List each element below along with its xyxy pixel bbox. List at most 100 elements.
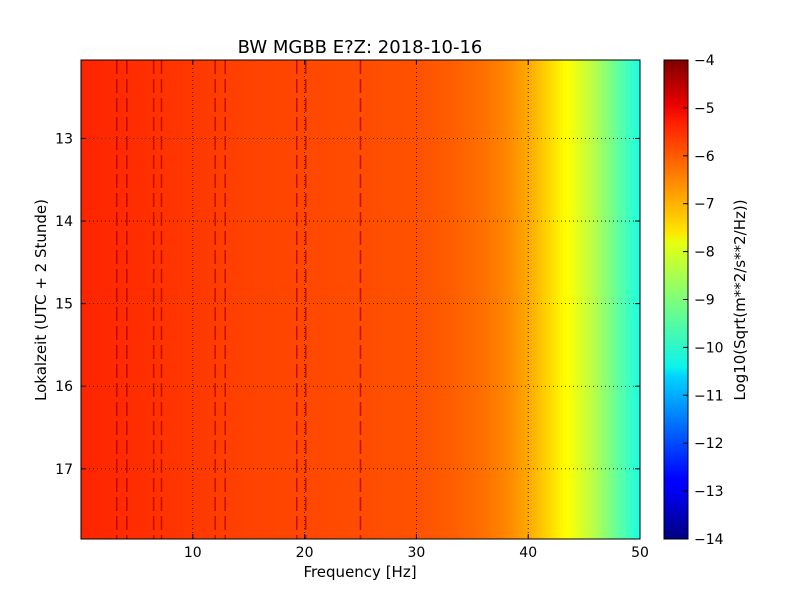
heatmap-column xyxy=(517,60,522,539)
heatmap-column xyxy=(241,60,246,539)
heatmap-column xyxy=(475,60,480,539)
heatmap-column xyxy=(377,60,383,539)
heatmap-column xyxy=(143,60,148,539)
heatmap-column xyxy=(545,60,550,539)
heatmap-column xyxy=(486,60,491,539)
heatmap-column xyxy=(350,60,355,539)
heatmap-column xyxy=(339,60,344,539)
heatmap-column xyxy=(108,60,114,539)
heatmap-column xyxy=(570,60,575,539)
heatmap-column xyxy=(615,60,620,539)
heatmap-columns xyxy=(81,60,640,539)
heatmap-column xyxy=(259,60,264,539)
heatmap-column xyxy=(605,60,610,539)
heatmap-column xyxy=(266,60,271,539)
heatmap-column xyxy=(283,60,288,539)
heatmap-column xyxy=(395,60,400,539)
heatmap-column xyxy=(346,60,351,539)
heatmap-column xyxy=(311,60,316,539)
heatmap-column xyxy=(322,60,327,539)
heatmap-column xyxy=(122,60,128,539)
heatmap-column xyxy=(140,60,145,539)
colorbar-tick-label: −10 xyxy=(694,340,724,356)
heatmap-column xyxy=(91,60,96,539)
heatmap-column xyxy=(227,60,232,539)
heatmap-column xyxy=(336,60,341,539)
heatmap-column xyxy=(577,60,582,539)
heatmap-column xyxy=(430,60,435,539)
heatmap-column xyxy=(343,60,348,539)
heatmap-column xyxy=(168,60,173,539)
heatmap-column xyxy=(381,60,386,539)
heatmap-column xyxy=(262,60,267,539)
heatmap-column xyxy=(367,60,372,539)
heatmap-column xyxy=(157,60,162,539)
heatmap-column xyxy=(419,60,424,539)
heatmap-column xyxy=(231,60,236,539)
heatmap-column xyxy=(542,60,547,539)
y-axis-label: Lokalzeit (UTC + 2 Stunde) xyxy=(32,199,50,401)
heatmap-column xyxy=(591,60,596,539)
heatmap-column xyxy=(220,60,225,539)
heatmap-column xyxy=(451,60,456,539)
heatmap-column xyxy=(524,60,529,539)
heatmap-column xyxy=(360,60,365,539)
heatmap-column xyxy=(210,60,215,539)
heatmap-column xyxy=(479,60,484,539)
colorbar-tick-label: −9 xyxy=(694,293,715,309)
heatmap-column xyxy=(510,60,515,539)
heatmap-column xyxy=(164,60,169,539)
heatmap-column xyxy=(136,60,141,539)
x-tick-label: 20 xyxy=(296,545,314,561)
x-tick-label: 10 xyxy=(184,545,202,561)
y-axis-ticks: 13 14 15 16 17 xyxy=(55,131,640,478)
heatmap-column xyxy=(171,60,176,539)
heatmap-column xyxy=(528,60,533,539)
colorbar-ticks: −4 −5 −6 −7 −8 −9 −10 −11 −12 −13 −14 xyxy=(683,53,724,548)
heatmap-column xyxy=(584,60,589,539)
heatmap-column xyxy=(105,60,110,539)
heatmap-column xyxy=(423,60,428,539)
heatmap-column xyxy=(496,60,501,539)
heatmap-column xyxy=(126,60,131,539)
heatmap-column xyxy=(175,60,180,539)
heatmap-column xyxy=(363,60,369,539)
heatmap-column xyxy=(531,60,536,539)
heatmap-column xyxy=(245,60,250,539)
heatmap-column xyxy=(549,60,554,539)
heatmap-column xyxy=(535,60,540,539)
heatmap-column xyxy=(437,60,442,539)
chart-title: BW MGBB E?Z: 2018-10-16 xyxy=(238,37,483,58)
heatmap-column xyxy=(189,60,194,539)
heatmap-column xyxy=(87,60,93,539)
heatmap-column xyxy=(238,60,243,539)
heatmap-column xyxy=(412,60,417,539)
heatmap-column xyxy=(482,60,487,539)
colorbar-tick-label: −12 xyxy=(694,436,724,452)
heatmap-column xyxy=(447,60,452,539)
heatmap-column xyxy=(552,60,557,539)
heatmap-column xyxy=(461,60,466,539)
heatmap-column xyxy=(269,60,274,539)
heatmap-column xyxy=(440,60,445,539)
heatmap-column xyxy=(297,60,302,539)
colorbar-tick-label: −13 xyxy=(694,484,724,500)
heatmap-column xyxy=(374,60,379,539)
heatmap-column xyxy=(608,60,613,539)
colorbar-tick-label: −8 xyxy=(694,245,715,261)
heatmap-column xyxy=(563,60,568,539)
heatmap-column xyxy=(115,60,121,539)
heatmap-column xyxy=(255,60,260,539)
heatmap-column xyxy=(252,60,257,539)
heatmap-column xyxy=(199,60,204,539)
heatmap-column xyxy=(248,60,253,539)
heatmap-column xyxy=(633,60,638,539)
heatmap-column xyxy=(94,60,100,539)
heatmap-column xyxy=(503,60,508,539)
heatmap-column xyxy=(329,60,334,539)
heatmap-column xyxy=(112,60,117,539)
y-tick-label: 15 xyxy=(55,297,73,313)
heatmap-column xyxy=(472,60,477,539)
heatmap-column xyxy=(119,60,124,539)
